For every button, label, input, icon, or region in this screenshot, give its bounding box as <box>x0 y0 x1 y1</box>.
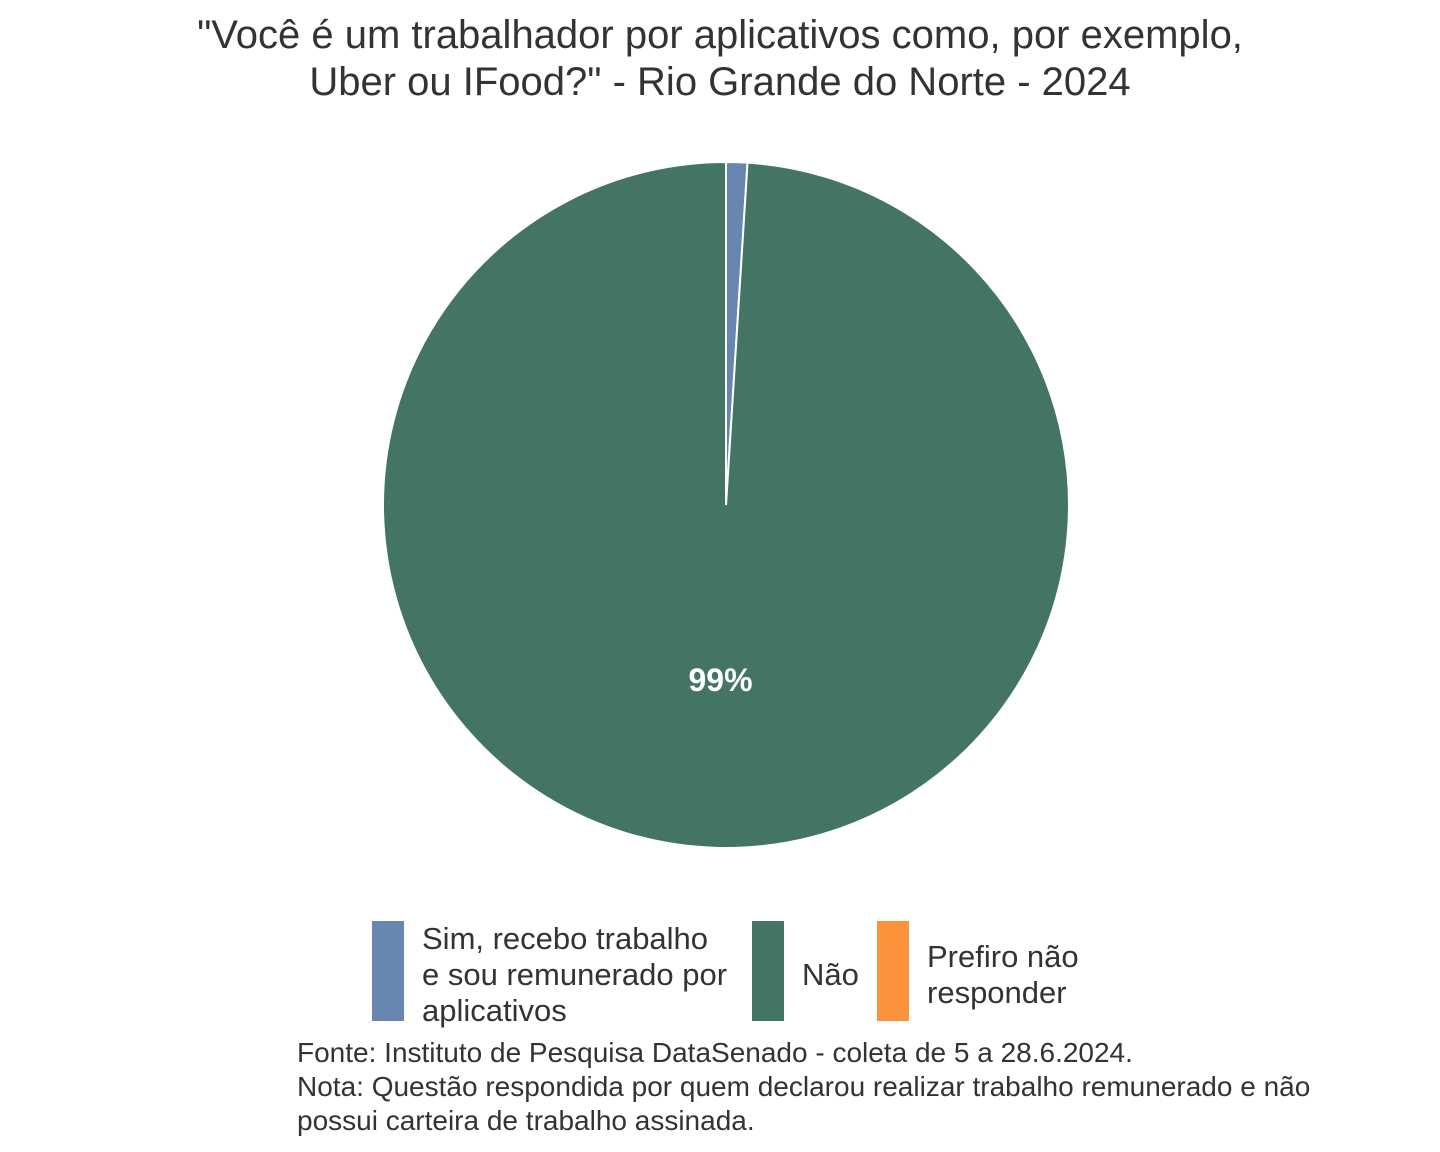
pie-slice-nao <box>382 160 1070 849</box>
caption-source: Fonte: Instituto de Pesquisa DataSenado … <box>297 1037 1133 1068</box>
data-label-nao: 99% <box>688 662 752 698</box>
legend-label-nao-line-1: Não <box>802 957 859 992</box>
legend-label-sim-line-1: Sim, recebo trabalho <box>422 921 709 956</box>
chart-title-line-2: Uber ou IFood?" - Rio Grande do Norte - … <box>309 60 1131 104</box>
legend-label-prefiro-line-1: Prefiro não <box>927 939 1079 974</box>
legend-label-prefiro-line-2: responder <box>927 975 1067 1010</box>
chart-caption: Fonte: Instituto de Pesquisa DataSenado … <box>297 1036 1310 1138</box>
legend-label-sim-line-2: e sou remunerado por <box>422 957 728 992</box>
legend-label-prefiro: Prefiro não responder <box>927 939 1079 1011</box>
legend-label-nao: Não <box>802 957 859 993</box>
legend-swatch-prefiro <box>877 921 909 1021</box>
legend-label-sim: Sim, recebo trabalho e sou remunerado po… <box>422 921 727 1029</box>
pie-chart: 99% <box>382 160 1070 849</box>
chart-title: "Você é um trabalhador por aplicativos c… <box>0 12 1440 106</box>
caption-note-line-1: Nota: Questão respondida por quem declar… <box>297 1071 1311 1102</box>
chart-title-line-1: "Você é um trabalhador por aplicativos c… <box>197 13 1243 57</box>
legend-swatch-nao <box>752 921 784 1021</box>
legend-label-sim-line-3: aplicativos <box>422 993 567 1028</box>
caption-note-line-2: possui carteira de trabalho assinada. <box>297 1105 755 1136</box>
legend-swatch-sim <box>372 921 404 1021</box>
